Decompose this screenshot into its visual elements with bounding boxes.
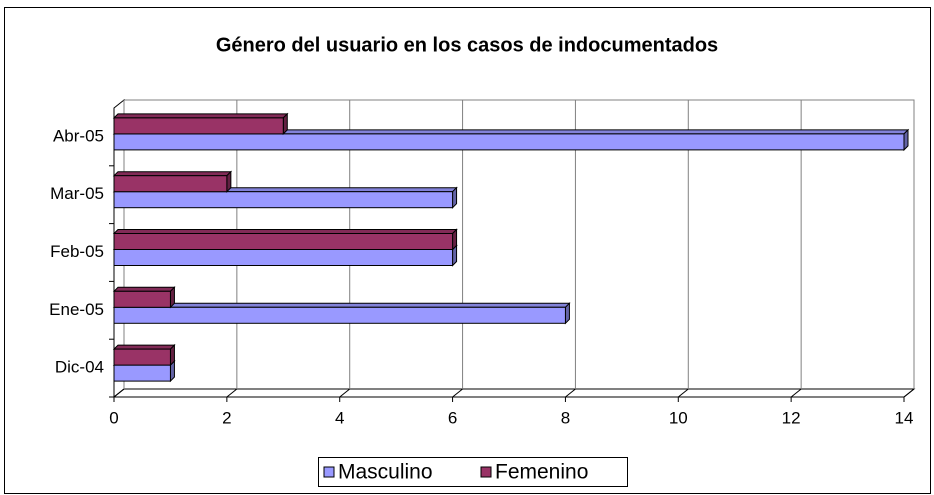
- grid-line: [790, 388, 802, 398]
- legend-label: Femenino: [495, 461, 588, 484]
- bar: [113, 233, 454, 250]
- x-tick-label: 2: [222, 408, 231, 427]
- bar-top: [112, 229, 458, 234]
- x-tick-label: 10: [669, 408, 688, 427]
- bar-group: [112, 128, 910, 152]
- bar-side: [452, 186, 458, 209]
- bar: [113, 290, 171, 308]
- bar-side: [452, 228, 458, 251]
- y-tick-label: Dic-04: [55, 358, 104, 377]
- grid-line: [903, 388, 915, 398]
- bar-side: [564, 302, 570, 325]
- bar: [113, 306, 566, 324]
- bar: [113, 249, 454, 266]
- bar-group: [112, 228, 458, 251]
- bar-side: [169, 286, 175, 309]
- x-tick-label: 4: [335, 408, 344, 427]
- chart-title: Género del usuario en los casos de indoc…: [216, 34, 718, 56]
- bar: [113, 364, 171, 382]
- grid-line: [565, 388, 576, 398]
- x-tick-label: 8: [561, 408, 570, 427]
- floor: [112, 388, 916, 398]
- bar-group: [112, 112, 289, 136]
- x-tick-label: 6: [448, 408, 457, 427]
- y-tick-label: Ene-05: [49, 300, 104, 319]
- bar-side: [903, 128, 909, 152]
- bar-group: [112, 286, 176, 309]
- grid-line: [339, 388, 351, 398]
- bar-group: [112, 302, 571, 325]
- grid-line: [452, 388, 463, 398]
- y-tick-label: Feb-05: [50, 242, 104, 261]
- bar-top: [112, 344, 176, 350]
- legend-frame: [318, 457, 628, 487]
- grid-line: [113, 388, 125, 398]
- bar-side: [282, 112, 288, 136]
- grid-line: [677, 388, 689, 398]
- bar: [113, 133, 905, 151]
- legend: Masculino Femenino: [318, 457, 628, 487]
- bar-top: [112, 171, 233, 177]
- grid-line: [226, 388, 238, 398]
- y-tick-label: Abr-05: [53, 126, 104, 145]
- bar-top: [112, 302, 571, 308]
- bar: [113, 117, 284, 135]
- bar: [113, 191, 454, 209]
- bar-side: [169, 343, 175, 367]
- legend-swatch: [323, 466, 335, 478]
- x-tick-label: 14: [895, 408, 914, 427]
- bar-group: [112, 343, 176, 367]
- legend-label: Masculino: [338, 461, 433, 484]
- legend-swatch: [480, 466, 492, 478]
- bar-group: [112, 170, 233, 193]
- bar-top: [112, 113, 289, 119]
- x-tick-label: 12: [782, 408, 801, 427]
- bar: [113, 348, 171, 366]
- x-tick-label: 0: [109, 408, 118, 427]
- y-tick-label: Mar-05: [50, 184, 104, 203]
- bar-top: [112, 286, 176, 292]
- bar-side: [226, 170, 232, 193]
- bar: [113, 175, 228, 193]
